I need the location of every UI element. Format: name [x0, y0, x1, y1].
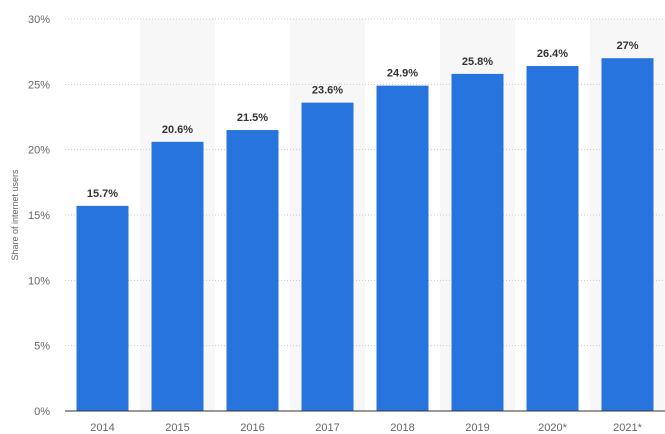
bar[interactable] — [151, 141, 204, 411]
y-tick-label: 30% — [28, 14, 50, 26]
data-label: 25.8% — [462, 56, 493, 68]
data-label: 15.7% — [87, 188, 118, 200]
y-axis-title: Share of internet users — [10, 169, 20, 261]
y-tick-label: 15% — [28, 210, 50, 222]
data-label: 24.9% — [387, 68, 418, 80]
y-tick-label: 10% — [28, 275, 50, 287]
x-tick-label: 2015 — [165, 422, 189, 434]
bars — [76, 58, 654, 412]
data-label: 26.4% — [537, 48, 568, 60]
bar[interactable] — [376, 85, 429, 411]
x-tick-label: 2014 — [90, 422, 114, 434]
x-tick-label: 2019 — [465, 422, 489, 434]
bar[interactable] — [226, 130, 279, 412]
y-axis-ticks: 0% 5% 10% 15% 20% 25% 30% — [28, 14, 50, 418]
data-label: 21.5% — [237, 112, 268, 124]
x-tick-label: 2016 — [240, 422, 264, 434]
x-axis-ticks: 2014 2015 2016 2017 2018 2019 2020* 2021* — [90, 422, 642, 434]
y-tick-label: 20% — [28, 145, 50, 157]
data-label: 23.6% — [312, 85, 343, 97]
data-labels: 15.7% 20.6% 21.5% 23.6% 24.9% 25.8% 26.4% 27% — [87, 40, 639, 200]
bar[interactable] — [301, 102, 354, 412]
y-tick-label: 0% — [34, 406, 50, 418]
bar[interactable] — [601, 58, 654, 411]
y-tick-label: 25% — [28, 79, 50, 91]
x-tick-label: 2017 — [315, 422, 339, 434]
bar[interactable] — [526, 66, 579, 411]
data-label: 20.6% — [162, 124, 193, 136]
x-tick-label: 2021* — [613, 422, 642, 434]
bar[interactable] — [76, 205, 129, 411]
bar[interactable] — [451, 73, 504, 411]
y-tick-label: 5% — [34, 341, 50, 353]
x-tick-label: 2018 — [390, 422, 414, 434]
x-tick-label: 2020* — [538, 422, 567, 434]
data-label: 27% — [616, 40, 638, 52]
